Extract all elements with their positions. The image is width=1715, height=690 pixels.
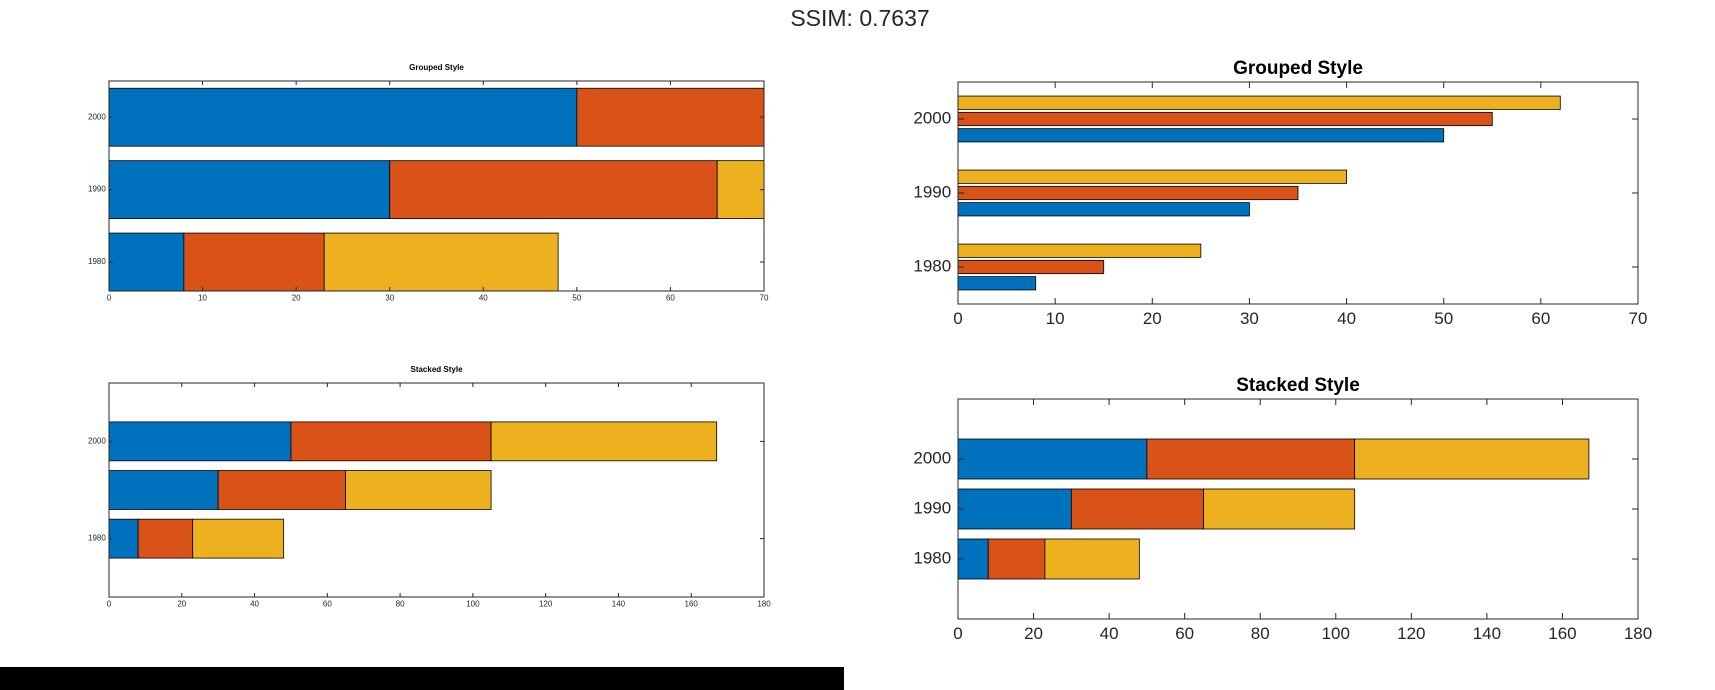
chart-title: Grouped Style bbox=[409, 63, 464, 72]
axes: Stacked Style 0 20 40 60 80 100 120 140 160 180 198… bbox=[88, 365, 771, 608]
bar bbox=[987, 538, 1046, 580]
bar bbox=[323, 232, 559, 291]
y-tick-label: 2000 bbox=[88, 112, 106, 121]
bar bbox=[109, 160, 391, 219]
x-tick-label: 50 bbox=[1434, 309, 1453, 328]
bar bbox=[109, 470, 219, 510]
y-tick-label: 1990 bbox=[913, 182, 951, 201]
bar bbox=[137, 518, 194, 559]
y-tick-label: 1990 bbox=[88, 185, 106, 194]
bar bbox=[958, 185, 1299, 201]
bar bbox=[1203, 488, 1356, 530]
axes: Stacked Style 0 20 40 60 80 100 120 140 160 180 198… bbox=[913, 375, 1652, 643]
x-tick-label: 120 bbox=[539, 599, 553, 608]
y-tick-label: 1980 bbox=[88, 534, 106, 543]
bar bbox=[109, 232, 185, 291]
chart-title: Stacked Style bbox=[1236, 375, 1360, 396]
bar bbox=[958, 169, 1347, 184]
x-tick-label: 50 bbox=[572, 293, 581, 302]
axes-box bbox=[108, 80, 765, 292]
x-tick-label: 0 bbox=[107, 599, 112, 608]
x-tick-label: 120 bbox=[1397, 624, 1425, 643]
axes: Grouped Style 0 10 20 30 40 50 60 70 1980 1990 2000 bbox=[913, 58, 1647, 328]
bar bbox=[490, 421, 718, 462]
x-tick-label: 80 bbox=[396, 599, 405, 608]
x-tick-label: 0 bbox=[107, 293, 112, 302]
bars bbox=[958, 438, 1590, 580]
bar bbox=[958, 202, 1250, 217]
bar bbox=[716, 160, 764, 219]
x-tick-label: 30 bbox=[385, 293, 394, 302]
x-tick-label: 160 bbox=[685, 599, 699, 608]
bar bbox=[1354, 438, 1590, 480]
bar bbox=[1044, 538, 1140, 580]
bar bbox=[1146, 438, 1356, 480]
bar bbox=[958, 95, 1561, 110]
bar bbox=[109, 87, 578, 147]
bar bbox=[1070, 488, 1204, 530]
x-tick-label: 10 bbox=[1046, 309, 1065, 328]
bar bbox=[183, 232, 325, 291]
bar bbox=[958, 128, 1445, 143]
bar bbox=[109, 518, 139, 559]
x-tick-label: 40 bbox=[479, 293, 488, 302]
bar bbox=[958, 488, 1072, 530]
y-tick-label: 1990 bbox=[913, 498, 951, 517]
y-tick-label: 1980 bbox=[88, 257, 106, 266]
bar bbox=[958, 111, 1493, 127]
x-tick-label: 80 bbox=[1251, 624, 1270, 643]
figure-title: SSIM: 0.7637 bbox=[790, 5, 929, 31]
x-tick-label: 40 bbox=[1100, 624, 1119, 643]
x-tick-label: 160 bbox=[1548, 624, 1576, 643]
bar bbox=[958, 276, 1037, 291]
x-tick-label: 60 bbox=[666, 293, 675, 302]
bar bbox=[576, 87, 764, 147]
y-tick-label: 2000 bbox=[913, 448, 951, 467]
bar bbox=[958, 438, 1148, 480]
chart-title: Grouped Style bbox=[1233, 58, 1363, 79]
x-tick-label: 140 bbox=[612, 599, 626, 608]
x-tick-label: 20 bbox=[1143, 309, 1162, 328]
axes-box bbox=[108, 382, 765, 598]
bar bbox=[217, 470, 346, 510]
bars bbox=[958, 95, 1561, 291]
bar bbox=[345, 470, 492, 510]
x-tick-label: 70 bbox=[760, 293, 769, 302]
axes: Grouped Style 0 10 20 30 40 50 60 70 1980 1990 2000 bbox=[88, 63, 769, 302]
x-tick-label: 20 bbox=[177, 599, 186, 608]
x-tick-label: 180 bbox=[757, 599, 771, 608]
y-tick-label: 2000 bbox=[88, 436, 106, 445]
bar bbox=[290, 421, 492, 462]
y-tick-label: 1980 bbox=[913, 256, 951, 275]
x-tick-label: 0 bbox=[953, 309, 962, 328]
x-tick-label: 10 bbox=[198, 293, 207, 302]
black-bar bbox=[0, 667, 844, 690]
x-tick-label: 30 bbox=[1240, 309, 1259, 328]
x-tick-label: 60 bbox=[1175, 624, 1194, 643]
x-tick-label: 0 bbox=[953, 624, 962, 643]
x-tick-label: 60 bbox=[1531, 309, 1550, 328]
chart-title: Stacked Style bbox=[410, 365, 463, 374]
bar bbox=[109, 421, 292, 462]
x-tick-label: 20 bbox=[292, 293, 301, 302]
bar bbox=[192, 518, 285, 559]
bar bbox=[958, 259, 1105, 275]
bar bbox=[389, 160, 718, 219]
x-tick-label: 180 bbox=[1624, 624, 1652, 643]
bars bbox=[109, 421, 718, 559]
x-tick-label: 70 bbox=[1629, 309, 1648, 328]
x-tick-label: 60 bbox=[323, 599, 332, 608]
y-tick-label: 2000 bbox=[913, 108, 951, 127]
x-tick-label: 20 bbox=[1024, 624, 1043, 643]
y-tick-label: 1980 bbox=[913, 548, 951, 567]
x-tick-label: 40 bbox=[250, 599, 259, 608]
bar bbox=[958, 243, 1202, 258]
x-tick-label: 100 bbox=[1322, 624, 1350, 643]
x-tick-label: 40 bbox=[1337, 309, 1356, 328]
x-tick-label: 100 bbox=[466, 599, 480, 608]
bars bbox=[109, 87, 764, 291]
x-tick-label: 140 bbox=[1473, 624, 1501, 643]
